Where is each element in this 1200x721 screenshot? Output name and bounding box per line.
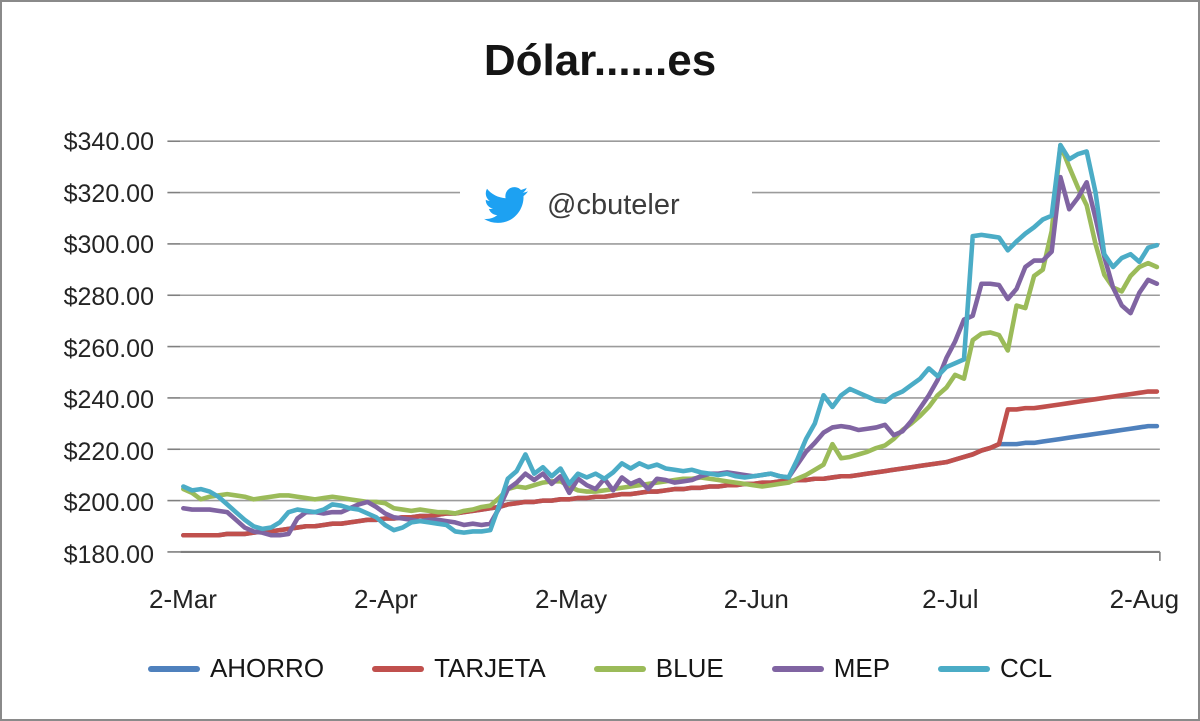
legend-item-blue: BLUE (593, 653, 724, 684)
twitter-bird-icon (484, 187, 528, 223)
series-line-mep (181, 174, 1160, 538)
x-axis-label: 2-May (534, 584, 608, 614)
series-line-tarjeta (181, 389, 1160, 538)
y-axis-label: $180.00 (63, 541, 154, 569)
y-axis-label: $340.00 (63, 128, 154, 156)
legend-swatch-blue (593, 665, 646, 672)
legend-item-mep: MEP (771, 653, 891, 684)
y-axis-label: $260.00 (63, 334, 154, 363)
y-axis-label: $300.00 (63, 231, 154, 260)
legend-label-blue: BLUE (655, 653, 724, 683)
legend-item-ccl: CCL (938, 653, 1052, 684)
twitter-annotation: @cbuteler (460, 174, 752, 236)
legend-swatch-tarjeta (372, 665, 425, 672)
x-axis-label: 2-Jul (922, 584, 979, 614)
legend-item-ahorro: AHORRO (147, 653, 325, 684)
legend-label-ahorro: AHORRO (209, 653, 325, 683)
legend-label-ccl: CCL (1000, 653, 1053, 683)
legend-label-mep: MEP (833, 653, 891, 683)
twitter-handle: @cbuteler (547, 188, 680, 221)
x-axis-label: 2-Mar (149, 584, 217, 614)
y-axis-label: $280.00 (63, 282, 154, 311)
y-axis-label: $200.00 (63, 489, 154, 518)
x-axis-label: 2-Jun (723, 584, 789, 614)
chart-legend: AHORRO TARJETA BLUE MEP CCL (2, 653, 1198, 684)
legend-label-tarjeta: TARJETA (434, 653, 546, 683)
chart-title: Dólar......es (483, 36, 717, 85)
legend-swatch-ahorro (147, 665, 200, 672)
y-axis-label: $320.00 (63, 179, 154, 208)
x-axis-label: 2-Apr (354, 584, 418, 614)
legend-item-tarjeta: TARJETA (372, 653, 546, 684)
legend-swatch-mep (771, 665, 824, 672)
y-axis-label: $220.00 (63, 437, 154, 466)
legend-swatch-ccl (938, 665, 991, 672)
series-line-ccl (181, 142, 1160, 535)
y-axis-label: $240.00 (63, 386, 154, 415)
x-axis-label: 2-Aug (1109, 584, 1180, 614)
